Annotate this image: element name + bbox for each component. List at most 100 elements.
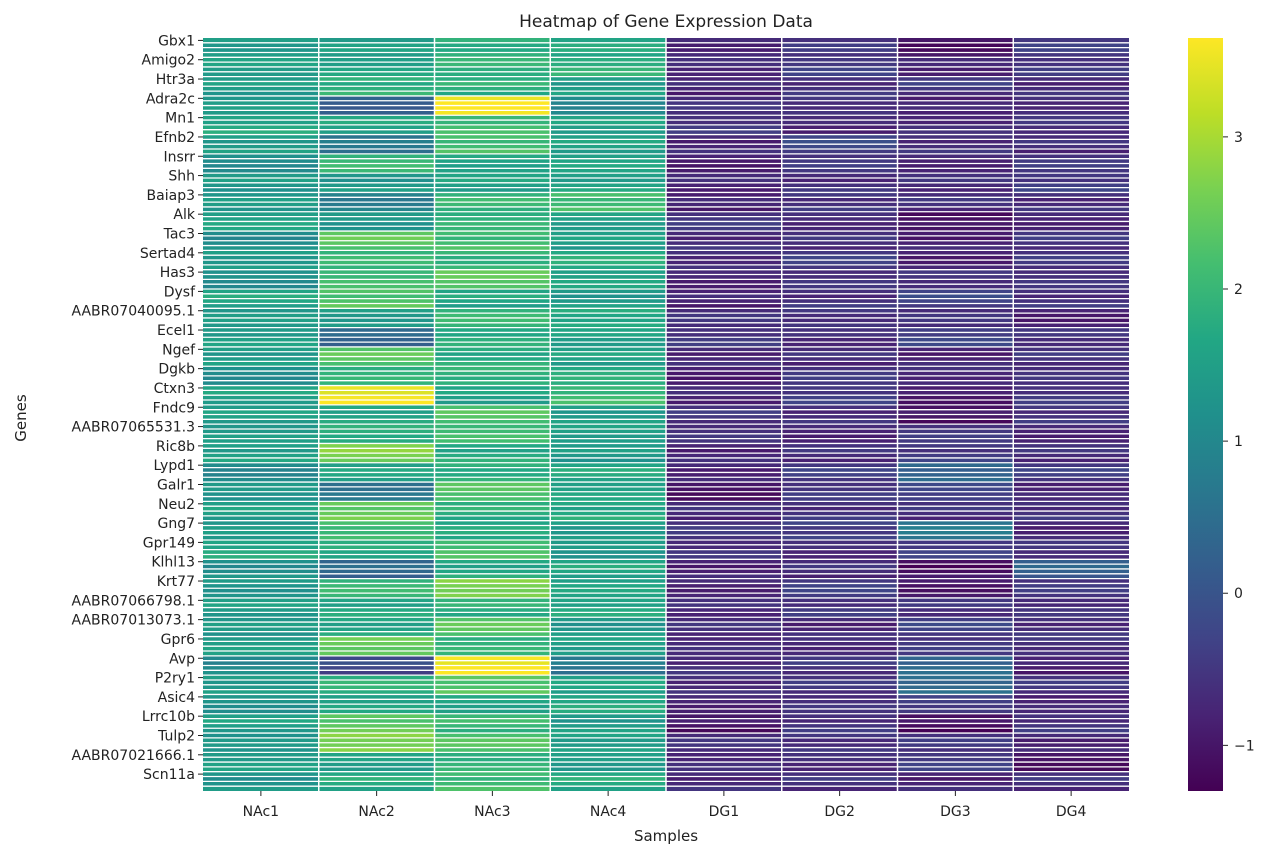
heatmap-cell-Mn1-NAc4	[550, 120, 666, 125]
heatmap-cell-Tulp2-DG2	[781, 742, 898, 748]
heatmap-cell-Ngef-DG1	[666, 351, 782, 357]
heatmap-cell-Avp-DG4	[1013, 665, 1129, 671]
heatmap-cell-Fndc9-DG3	[897, 404, 1014, 410]
y-axis-label: Genes	[12, 394, 30, 442]
heatmap-cell-Tac3-DG3	[897, 235, 1014, 241]
heatmap-cell-AABR07066798.1-DG3	[897, 602, 1014, 608]
y-tick-label-Baiap3: Baiap3	[147, 188, 195, 204]
heatmap-cell-Alk-NAc4	[550, 221, 666, 227]
heatmap-cell-Neu2-NAc2	[318, 511, 435, 516]
heatmap-cell-Gbx1-NAc2	[318, 52, 435, 58]
heatmap-cell-Insrr-NAc1	[203, 153, 319, 159]
heatmap-cell-Insrr-NAc2	[318, 168, 435, 174]
heatmap-cell-Amigo2-DG3	[897, 71, 1014, 77]
heatmap-cell-P2ry1-NAc3	[434, 679, 551, 685]
heatmap-cell-Ecel1-NAc2	[318, 342, 435, 347]
y-tick-label-Has3: Has3	[160, 265, 195, 281]
heatmap-cell-Dysf-DG3	[897, 289, 1014, 294]
heatmap-cell-Scn11a-NAc2	[318, 786, 435, 791]
heatmap-cell-Scn11a-NAc1	[203, 781, 319, 787]
heatmap-cell-Neu2-NAc4	[550, 501, 666, 507]
heatmap-cell-Avp-DG3	[897, 655, 1014, 661]
heatmap-cell-Lypd1-NAc4	[550, 467, 666, 473]
heatmap-cell-Gpr6-DG1	[666, 646, 782, 652]
heatmap-cell-Insrr-NAc2	[318, 158, 435, 164]
heatmap-cell-Insrr-DG3	[897, 168, 1014, 174]
heatmap-cell-AABR07013073.1-DG1	[666, 631, 782, 637]
heatmap-cell-Gpr6-NAc4	[550, 651, 666, 656]
heatmap-cell-Insrr-NAc3	[434, 153, 551, 159]
heatmap-cell-Fndc9-NAc2	[318, 409, 435, 415]
heatmap-cell-Tac3-DG2	[781, 245, 898, 251]
heatmap-cell-AABR07066798.1-NAc1	[203, 597, 319, 603]
heatmap-cell-Baiap3-NAc1	[203, 206, 319, 212]
heatmap-cell-Ctxn3-DG1	[666, 390, 782, 396]
heatmap-cell-AABR07065531.3-DG3	[897, 433, 1014, 439]
heatmap-cell-Tac3-NAc4	[550, 245, 666, 251]
heatmap-cell-Sertad4-NAc4	[550, 260, 666, 265]
heatmap-cell-AABR07013073.1-DG1	[666, 626, 782, 632]
heatmap-cell-Gpr6-DG1	[666, 636, 782, 642]
heatmap-cell-AABR07040095.1-NAc2	[318, 317, 435, 323]
heatmap-cell-Tac3-DG3	[897, 231, 1014, 236]
heatmap-cell-Htr3a-NAc2	[318, 86, 435, 92]
heatmap-cell-P2ry1-NAc3	[434, 675, 551, 680]
heatmap-cell-Insrr-DG2	[781, 158, 898, 164]
y-tick-label-Efnb2: Efnb2	[155, 130, 195, 146]
heatmap-cell-Dysf-NAc1	[203, 293, 319, 299]
heatmap-cell-AABR07066798.1-NAc3	[434, 612, 551, 618]
heatmap-cell-Asic4-NAc2	[318, 694, 435, 700]
heatmap-cell-Shh-NAc3	[434, 177, 551, 183]
heatmap-cell-Htr3a-NAc3	[434, 81, 551, 87]
heatmap-cell-Tac3-DG1	[666, 231, 782, 236]
heatmap-cell-Galr1-DG4	[1013, 496, 1129, 502]
heatmap-cell-Ecel1-DG3	[897, 332, 1014, 338]
heatmap-cell-Adra2c-NAc4	[550, 110, 666, 116]
heatmap-cell-Ctxn3-NAc2	[318, 390, 435, 396]
heatmap-cell-Ngef-NAc1	[203, 356, 319, 362]
heatmap-cell-Mn1-DG1	[666, 115, 782, 121]
heatmap-cell-AABR07040095.1-NAc1	[203, 317, 319, 323]
heatmap-cell-Neu2-NAc1	[203, 511, 319, 516]
heatmap-cell-Htr3a-NAc1	[203, 86, 319, 92]
heatmap-cell-P2ry1-DG1	[666, 679, 782, 685]
heatmap-cell-AABR07065531.3-NAc4	[550, 433, 666, 439]
heatmap-cell-Htr3a-DG2	[781, 81, 898, 87]
heatmap-cell-Klhl13-DG3	[897, 568, 1014, 574]
heatmap-cell-Efnb2-DG3	[897, 134, 1014, 140]
heatmap-cell-AABR07013073.1-DG3	[897, 631, 1014, 637]
heatmap-cell-Shh-DG3	[897, 182, 1014, 188]
heatmap-cell-P2ry1-DG4	[1013, 684, 1129, 690]
heatmap-cell-Galr1-NAc1	[203, 486, 319, 492]
heatmap-cell-Lypd1-DG4	[1013, 462, 1129, 468]
heatmap-cell-Tulp2-DG3	[897, 737, 1014, 743]
heatmap-cell-Baiap3-NAc1	[203, 197, 319, 203]
heatmap-cell-Shh-DG4	[1013, 173, 1129, 178]
heatmap-cell-AABR07040095.1-NAc1	[203, 313, 319, 318]
heatmap-cell-Fndc9-DG3	[897, 414, 1014, 420]
heatmap-cell-Avp-NAc2	[318, 655, 435, 661]
heatmap-cell-P2ry1-NAc1	[203, 684, 319, 690]
heatmap-cell-Ctxn3-DG4	[1013, 400, 1129, 405]
heatmap-cell-Ecel1-NAc3	[434, 327, 551, 333]
heatmap-cell-Mn1-NAc4	[550, 115, 666, 121]
heatmap-cell-Gng7-NAc3	[434, 535, 551, 540]
heatmap-cell-Avp-NAc3	[434, 665, 551, 671]
heatmap-cell-Dgkb-DG1	[666, 380, 782, 386]
y-tick-label-AABR07065531.3: AABR07065531.3	[72, 420, 196, 436]
heatmap-cell-Ric8b-NAc3	[434, 453, 551, 458]
heatmap-cell-Galr1-DG2	[781, 482, 898, 487]
heatmap-cell-AABR07066798.1-DG4	[1013, 612, 1129, 618]
heatmap-cell-Ric8b-DG2	[781, 457, 898, 463]
heatmap-cell-Mn1-NAc3	[434, 120, 551, 125]
heatmap-cell-Krt77-DG1	[666, 583, 782, 589]
heatmap-cell-AABR07065531.3-NAc4	[550, 424, 666, 429]
heatmap-cell-Krt77-NAc1	[203, 588, 319, 594]
heatmap-cell-Has3-NAc4	[550, 269, 666, 275]
heatmap-cell-Gng7-DG4	[1013, 525, 1129, 531]
heatmap-cell-Gng7-NAc4	[550, 525, 666, 531]
heatmap-cell-Amigo2-NAc1	[203, 66, 319, 72]
heatmap-cell-Tulp2-NAc3	[434, 747, 551, 753]
heatmap-cell-AABR07013073.1-NAc2	[318, 622, 435, 627]
heatmap-cell-AABR07021666.1-NAc1	[203, 752, 319, 758]
